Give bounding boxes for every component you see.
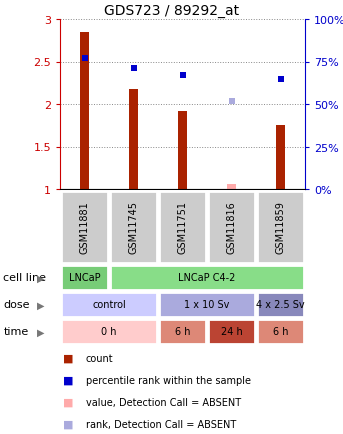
Bar [275,126,285,190]
Bar [61,319,156,344]
Text: count: count [86,353,113,363]
Text: ■: ■ [63,353,74,363]
Bar [159,319,205,344]
Text: 24 h: 24 h [221,327,243,337]
Bar [257,191,304,263]
Text: 4 x 2.5 Sv: 4 x 2.5 Sv [256,300,305,310]
Bar [61,266,107,290]
Text: GSM11816: GSM11816 [226,201,237,253]
Bar [258,319,304,344]
Bar [178,112,187,190]
Text: ■: ■ [63,419,74,429]
Text: GSM11881: GSM11881 [80,201,90,253]
Text: ▶: ▶ [37,273,45,283]
Bar [110,191,157,263]
Text: ▶: ▶ [37,300,45,310]
Text: rank, Detection Call = ABSENT: rank, Detection Call = ABSENT [86,419,236,429]
Bar [61,191,108,263]
Text: 1 x 10 Sv: 1 x 10 Sv [184,300,230,310]
Text: GSM11745: GSM11745 [129,201,139,253]
Bar [159,293,255,317]
Text: control: control [92,300,126,310]
Text: ■: ■ [63,397,74,407]
Bar [209,319,255,344]
Text: ▶: ▶ [37,327,45,337]
Bar [208,191,255,263]
Bar [110,266,304,290]
Text: 0 h: 0 h [101,327,117,337]
Text: 6 h: 6 h [273,327,288,337]
Bar [227,184,236,190]
Text: 6 h: 6 h [175,327,190,337]
Text: cell line: cell line [3,273,46,283]
Text: ■: ■ [63,375,74,385]
Bar [159,191,206,263]
Bar [80,33,90,190]
Bar [258,293,304,317]
Text: GSM11751: GSM11751 [177,201,188,253]
Text: LNCaP: LNCaP [69,273,100,283]
Text: percentile rank within the sample: percentile rank within the sample [86,375,251,385]
Bar [129,89,138,190]
Text: value, Detection Call = ABSENT: value, Detection Call = ABSENT [86,397,241,407]
Text: GSM11859: GSM11859 [275,201,285,253]
Bar [61,293,156,317]
Text: dose: dose [3,300,30,310]
Text: LNCaP C4-2: LNCaP C4-2 [178,273,236,283]
Text: time: time [3,327,29,337]
Text: GDS723 / 89292_at: GDS723 / 89292_at [104,4,239,18]
